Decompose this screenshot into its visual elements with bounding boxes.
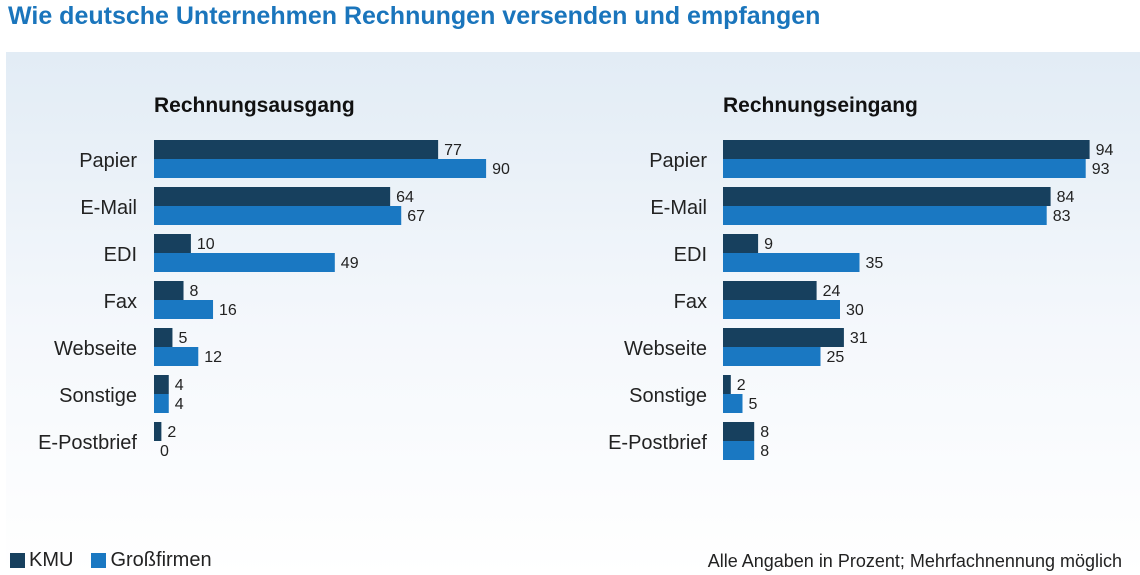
bar-ausgang-kmu <box>154 422 162 441</box>
category-label-eingang: E-Mail <box>650 197 707 219</box>
bar-ausgang-kmu <box>154 234 191 253</box>
legend-label-kmu: KMU <box>29 549 74 571</box>
bar-ausgang-gross <box>154 300 214 319</box>
legend-label-gross: Großfirmen <box>110 549 212 571</box>
value-label-ausgang-gross: 0 <box>160 443 169 460</box>
legend-swatch-gross <box>91 553 107 568</box>
bar-ausgang-gross <box>154 394 169 413</box>
footnote: Alle Angaben in Prozent; Mehrfachnennung… <box>707 551 1122 571</box>
value-label-eingang-kmu: 94 <box>1096 142 1114 159</box>
bar-eingang-kmu <box>723 375 731 394</box>
legend-swatch-kmu <box>10 553 25 568</box>
value-label-eingang-kmu: 31 <box>850 330 868 347</box>
category-label-ausgang: Sonstige <box>59 385 137 407</box>
value-label-ausgang-gross: 16 <box>219 302 237 319</box>
legend-item-kmu: KMU <box>10 549 73 572</box>
value-label-ausgang-gross: 67 <box>407 208 425 225</box>
bar-eingang-kmu <box>723 328 844 347</box>
bar-eingang-gross <box>723 159 1086 178</box>
bar-ausgang-kmu <box>154 328 173 347</box>
category-label-eingang: E-Postbrief <box>608 432 707 454</box>
value-label-ausgang-kmu: 64 <box>396 189 414 206</box>
bar-eingang-kmu <box>723 422 755 441</box>
category-label-eingang: Papier <box>649 150 707 172</box>
value-label-eingang-gross: 30 <box>846 302 864 319</box>
bar-eingang-gross <box>723 441 755 460</box>
bar-ausgang-gross <box>154 159 487 178</box>
value-label-ausgang-gross: 4 <box>175 396 184 413</box>
value-label-eingang-gross: 25 <box>827 349 845 366</box>
category-label-eingang: EDI <box>674 244 707 266</box>
value-label-ausgang-gross: 90 <box>492 161 510 178</box>
value-label-ausgang-kmu: 77 <box>444 142 462 159</box>
value-label-ausgang-kmu: 8 <box>190 283 199 300</box>
category-label-eingang: Webseite <box>624 338 707 360</box>
bar-ausgang-gross <box>154 347 199 366</box>
chart-title-eingang: Rechnungseingang <box>723 94 918 117</box>
bar-eingang-gross <box>723 300 840 319</box>
value-label-ausgang-kmu: 4 <box>175 377 184 394</box>
value-label-eingang-kmu: 84 <box>1057 189 1075 206</box>
value-label-eingang-gross: 83 <box>1053 208 1071 225</box>
page-title: Wie deutsche Unternehmen Rechnungen vers… <box>8 2 821 30</box>
legend-item-gross: Großfirmen <box>91 549 212 572</box>
value-label-eingang-gross: 8 <box>760 443 769 460</box>
category-label-eingang: Sonstige <box>629 385 707 407</box>
bar-eingang-kmu <box>723 234 759 253</box>
category-label-ausgang: Papier <box>79 150 137 172</box>
legend: KMU Großfirmen <box>10 549 212 572</box>
value-label-eingang-kmu: 8 <box>760 424 769 441</box>
bar-ausgang-kmu <box>154 187 391 206</box>
bar-ausgang-kmu <box>154 140 439 159</box>
bar-ausgang-kmu <box>154 375 169 394</box>
bar-eingang-gross <box>723 253 860 272</box>
category-label-ausgang: E-Mail <box>80 197 137 219</box>
bar-ausgang-kmu <box>154 281 184 300</box>
value-label-eingang-kmu: 9 <box>764 236 773 253</box>
value-label-ausgang-kmu: 10 <box>197 236 215 253</box>
value-label-ausgang-gross: 12 <box>204 349 222 366</box>
category-label-ausgang: Webseite <box>54 338 137 360</box>
value-label-ausgang-kmu: 2 <box>167 424 176 441</box>
category-label-ausgang: EDI <box>104 244 137 266</box>
value-label-ausgang-kmu: 5 <box>178 330 187 347</box>
value-label-eingang-kmu: 24 <box>823 283 841 300</box>
bar-eingang-gross <box>723 394 743 413</box>
category-label-ausgang: E-Postbrief <box>38 432 137 454</box>
category-label-eingang: Fax <box>674 291 707 313</box>
bar-ausgang-gross <box>154 206 402 225</box>
value-label-eingang-gross: 5 <box>749 396 758 413</box>
value-label-eingang-gross: 93 <box>1092 161 1110 178</box>
bar-ausgang-gross <box>154 253 335 272</box>
bar-eingang-gross <box>723 206 1047 225</box>
bar-eingang-kmu <box>723 140 1090 159</box>
value-label-eingang-gross: 35 <box>866 255 884 272</box>
value-label-eingang-kmu: 2 <box>737 377 746 394</box>
chart-title-ausgang: Rechnungsausgang <box>154 94 355 117</box>
bar-eingang-kmu <box>723 281 817 300</box>
value-label-ausgang-gross: 49 <box>341 255 359 272</box>
category-label-ausgang: Fax <box>104 291 137 313</box>
bar-eingang-kmu <box>723 187 1051 206</box>
bar-eingang-gross <box>723 347 821 366</box>
